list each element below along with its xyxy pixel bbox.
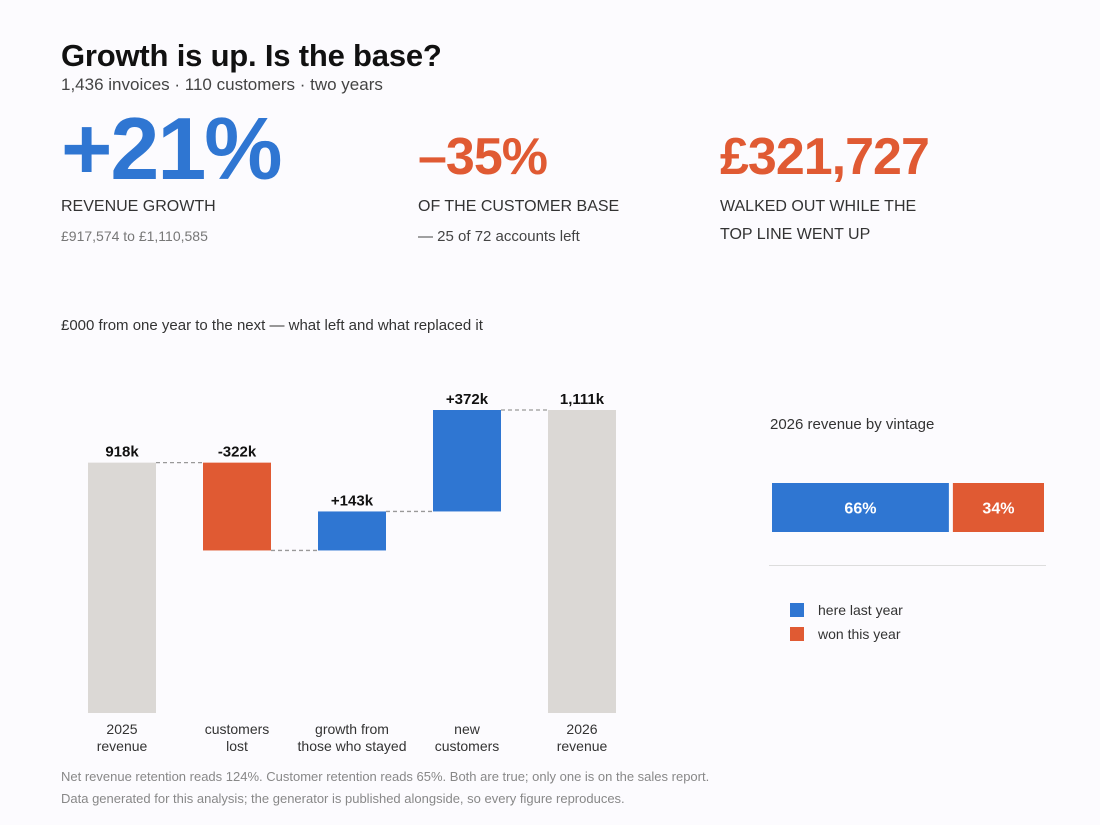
legend-item-won-this-year: won this year xyxy=(790,626,900,642)
vintage-segment xyxy=(772,483,949,532)
vintage-segment xyxy=(952,483,1044,532)
legend-label: won this year xyxy=(818,626,901,642)
waterfall-category-label: revenue xyxy=(557,738,608,754)
kpi-label: WALKED OUT WHILE THE xyxy=(720,198,917,215)
waterfall-bar xyxy=(548,410,616,713)
page-subtitle: 1,436 invoices · 110 customers · two yea… xyxy=(61,75,383,94)
waterfall-title: £000 from one year to the next — what le… xyxy=(61,317,483,334)
legend-item-here-last-year: here last year xyxy=(790,602,903,618)
waterfall-bar xyxy=(318,511,386,551)
waterfall-category-label: customers xyxy=(205,721,270,737)
kpi-sub: £917,574 to £1,110,585 xyxy=(61,228,208,244)
waterfall-category-label: customers xyxy=(435,738,500,754)
waterfall-bar xyxy=(203,462,271,551)
waterfall-data-label: -322k xyxy=(218,444,257,461)
waterfall-data-label: +372k xyxy=(446,391,489,408)
legend-swatch xyxy=(790,603,804,617)
waterfall-category-label: growth from xyxy=(315,721,389,737)
kpi-walked-out: £321,727 WALKED OUT WHILE THE TOP LINE W… xyxy=(720,105,930,243)
legend-label: here last year xyxy=(818,602,903,618)
waterfall-bar xyxy=(88,462,156,713)
kpi-label: OF THE CUSTOMER BASE xyxy=(418,198,620,215)
waterfall-category-label: revenue xyxy=(97,738,148,754)
footnote-data-source: Data generated for this analysis; the ge… xyxy=(61,791,625,806)
kpi-sub: — 25 of 72 accounts left xyxy=(418,228,580,245)
kpi-value: –35% xyxy=(418,128,548,186)
waterfall-data-label: +143k xyxy=(331,492,374,509)
kpi-value: £321,727 xyxy=(720,128,930,186)
waterfall-category-label: lost xyxy=(226,738,248,754)
vintage-segment-label: 66% xyxy=(844,501,876,518)
legend-swatch xyxy=(790,627,804,641)
vintage-segment-label: 34% xyxy=(982,501,1014,518)
kpi-sub: TOP LINE WENT UP xyxy=(720,226,871,243)
footnote-retention: Net revenue retention reads 124%. Custom… xyxy=(61,769,710,784)
kpi-revenue-growth: +21% REVENUE GROWTH £917,574 to £1,110,5… xyxy=(61,99,283,245)
waterfall-bar xyxy=(433,410,501,512)
waterfall-data-label: 918k xyxy=(105,444,139,461)
vintage-divider xyxy=(769,565,1046,566)
kpi-value: +21% xyxy=(61,99,283,198)
page-title: Growth is up. Is the base? xyxy=(61,38,442,73)
waterfall-chart: 918k2025revenue-322kcustomerslost+143kgr… xyxy=(88,391,616,754)
waterfall-category-label: 2025 xyxy=(106,721,137,737)
waterfall-data-label: 1,111k xyxy=(560,391,605,408)
kpi-customer-base: –35% OF THE CUSTOMER BASE — 25 of 72 acc… xyxy=(418,105,619,245)
vintage-title: 2026 revenue by vintage xyxy=(770,416,935,433)
kpi-label: REVENUE GROWTH xyxy=(61,198,216,215)
waterfall-category-label: those who stayed xyxy=(298,738,407,754)
waterfall-category-label: new xyxy=(454,721,481,737)
waterfall-category-label: 2026 xyxy=(566,721,597,737)
